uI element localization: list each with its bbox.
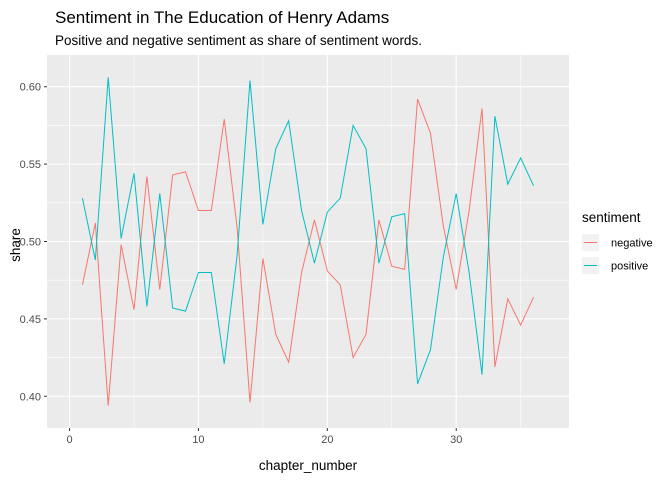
major-gridlines [47, 55, 569, 428]
legend-title: sentiment [582, 210, 641, 225]
y-tick-label: 0.50 [20, 237, 41, 249]
y-tick-label: 0.60 [20, 82, 41, 94]
y-axis-title: share [8, 228, 23, 262]
legend: sentiment negative positive [582, 210, 653, 274]
series-lines [81, 77, 535, 406]
x-tick-label: 10 [192, 434, 204, 446]
x-axis-title: chapter_number [259, 458, 358, 473]
series-line-negative [81, 98, 535, 406]
x-tick-label: 20 [321, 434, 333, 446]
y-tick-label: 0.45 [20, 314, 41, 326]
y-tick-label: 0.55 [20, 159, 41, 171]
x-tick-label: 30 [450, 434, 462, 446]
legend-label-negative: negative [611, 238, 653, 250]
series-line-positive [81, 77, 535, 385]
y-tick-label: 0.40 [20, 391, 41, 403]
legend-label-positive: positive [611, 261, 648, 273]
y-axis-ticks: 0.40 0.45 0.50 0.55 0.60 [20, 82, 47, 403]
x-axis-ticks: 0 10 20 30 [66, 428, 462, 446]
chart-title: Sentiment in The Education of Henry Adam… [55, 8, 389, 27]
chart-subtitle: Positive and negative sentiment as share… [55, 33, 422, 48]
x-tick-label: 0 [66, 434, 72, 446]
